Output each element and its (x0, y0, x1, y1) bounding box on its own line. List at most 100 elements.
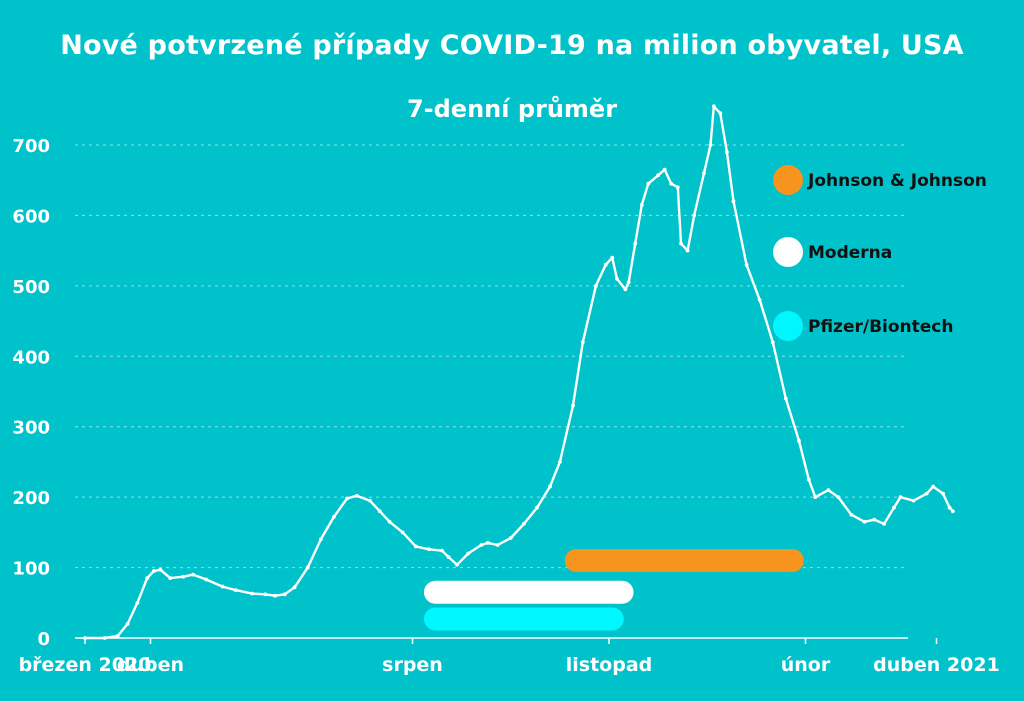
legend-label: Johnson & Johnson (807, 171, 987, 191)
data-point (135, 600, 140, 605)
data-point (770, 340, 775, 345)
data-point (455, 562, 459, 567)
data-point (711, 104, 716, 109)
y-tick-label: 400 (12, 347, 50, 368)
data-point (679, 241, 683, 246)
data-point (521, 522, 526, 526)
x-tick-label: duben 2021 (873, 654, 1000, 676)
data-point (151, 569, 156, 573)
data-point (125, 622, 130, 626)
data-point (675, 185, 680, 190)
data-point (466, 551, 471, 556)
data-point (692, 213, 697, 218)
data-point (892, 505, 896, 510)
data-point (614, 276, 619, 281)
data-point (83, 636, 87, 640)
data-point (191, 572, 195, 577)
data-point (626, 280, 631, 285)
data-point (813, 495, 818, 500)
data-point (594, 283, 598, 288)
x-tick-label: březen 2020 (19, 654, 152, 676)
data-point (725, 150, 729, 154)
data-point (826, 488, 831, 492)
data-point (702, 171, 706, 176)
x-tick-label: únor (781, 654, 831, 676)
data-point (535, 505, 539, 510)
data-point (413, 544, 418, 549)
data-point (797, 438, 801, 443)
data-point (440, 548, 444, 553)
legend-swatch (773, 237, 803, 267)
legend-label: Moderna (808, 243, 892, 263)
data-point (571, 403, 575, 408)
data-point (318, 537, 323, 542)
data-point (911, 498, 916, 503)
data-point (332, 514, 336, 519)
data-point (479, 543, 484, 547)
data-point (557, 460, 562, 464)
data-point (168, 576, 173, 581)
data-point (623, 287, 628, 292)
data-point (354, 493, 359, 498)
data-point (368, 498, 372, 503)
series-layer (83, 104, 955, 640)
data-point (485, 541, 490, 545)
legend-swatch (773, 311, 803, 341)
data-point (508, 536, 513, 540)
data-point (158, 567, 163, 572)
data-point (941, 491, 945, 496)
data-point (633, 241, 638, 246)
data-point (282, 592, 287, 597)
data-point (387, 519, 392, 524)
data-point (685, 248, 690, 253)
data-point (263, 592, 268, 597)
y-tick-label: 200 (12, 488, 50, 509)
data-point (580, 340, 585, 345)
data-point (849, 512, 854, 517)
data-point (882, 522, 886, 526)
data-point (250, 591, 254, 596)
x-tick-label: duben (117, 654, 184, 676)
data-point (669, 181, 674, 186)
chart-title: Nové potvrzené případy COVID-19 na milio… (60, 30, 964, 61)
data-point (548, 484, 552, 489)
data-point (400, 530, 405, 535)
data-point (744, 262, 749, 267)
y-tick-label: 700 (12, 136, 50, 157)
data-point (708, 143, 713, 147)
data-point (345, 496, 349, 501)
data-point (292, 585, 297, 590)
data-point (872, 517, 877, 522)
data-point (102, 636, 107, 640)
data-point (783, 396, 788, 401)
data-point (446, 555, 451, 559)
data-point (603, 262, 608, 267)
data-point (757, 298, 762, 302)
y-tick-label: 0 (37, 629, 50, 650)
y-tick-label: 500 (12, 277, 50, 298)
data-point (181, 574, 186, 579)
data-point (273, 593, 277, 598)
data-point (898, 495, 903, 500)
y-tick-label: 600 (12, 206, 50, 227)
y-tick-label: 300 (12, 418, 50, 439)
data-point (731, 199, 736, 204)
x-tick-label: srpen (382, 654, 443, 676)
data-point (836, 495, 841, 500)
chart-subtitle: 7-denní průměr (406, 95, 618, 123)
data-point (656, 173, 661, 178)
data-point (233, 588, 238, 593)
data-point (662, 167, 667, 172)
y-axis: 0 100 200 300 400 500 600 700 (12, 136, 50, 650)
data-point (495, 543, 500, 547)
legend: Johnson & Johnson Moderna Pfizer/Biontech (773, 165, 987, 341)
data-point (931, 484, 936, 489)
vaccine-bars (423, 549, 804, 631)
x-tick-label: listopad (566, 654, 653, 676)
data-point (862, 519, 867, 524)
data-point (718, 111, 723, 116)
data-point (610, 255, 615, 260)
legend-swatch (773, 165, 803, 195)
data-point (924, 491, 929, 496)
